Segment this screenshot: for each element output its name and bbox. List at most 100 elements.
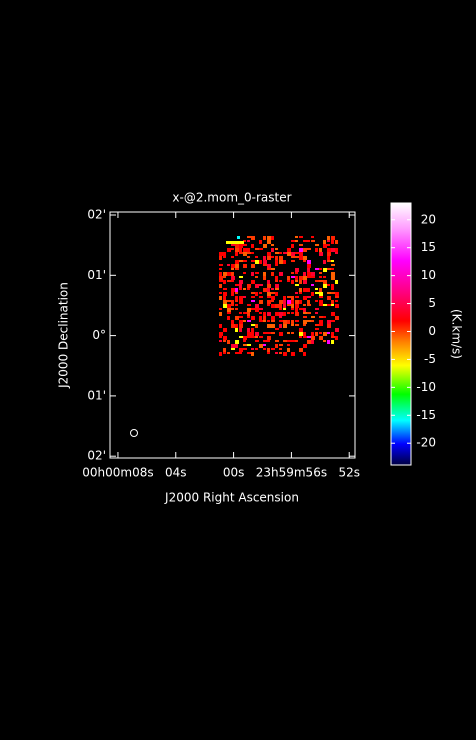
- raster-pixel: [239, 248, 242, 252]
- raster-pixel: [275, 260, 278, 264]
- raster-pixel: [319, 324, 323, 326]
- raster-pixel: [311, 336, 315, 340]
- raster-pixel: [295, 296, 299, 298]
- raster-pixel: [267, 336, 271, 340]
- raster-pixel: [243, 244, 247, 246]
- raster-pixel: [327, 332, 330, 334]
- raster-pixel: [251, 236, 255, 240]
- raster-pixel: [251, 292, 255, 294]
- raster-pixel: [287, 300, 291, 304]
- raster-pixel: [271, 296, 275, 300]
- raster-pixel: [255, 308, 259, 312]
- raster-pixel: [271, 268, 275, 270]
- raster-pixel: [315, 324, 319, 326]
- raster-pixel: [235, 292, 238, 294]
- raster-pixel: [219, 312, 222, 316]
- raster-pixel: [271, 236, 274, 240]
- y-tick-label: 01': [87, 268, 106, 282]
- raster-pixel: [231, 320, 234, 324]
- raster-pixel: [235, 296, 238, 300]
- raster-pixel: [259, 312, 262, 314]
- raster-pixel: [299, 244, 303, 246]
- raster-pixel: [243, 340, 246, 342]
- raster-pixel: [263, 256, 266, 260]
- colorbar-tick-label: -20: [416, 436, 436, 450]
- raster-pixel: [227, 272, 231, 276]
- raster-pixel: [239, 288, 242, 290]
- raster-pixel: [219, 332, 223, 336]
- raster-pixel: [295, 292, 298, 294]
- raster-pixel: [247, 316, 250, 318]
- raster-pixel: [331, 260, 334, 262]
- raster-pixel: [235, 300, 238, 302]
- raster-pixel: [275, 292, 278, 296]
- raster-pixel: [319, 288, 322, 292]
- raster-pixel: [239, 348, 243, 352]
- raster-pixel: [243, 296, 246, 298]
- raster-pixel: [255, 292, 258, 296]
- raster-pixel: [251, 264, 255, 268]
- raster-pixel: [239, 352, 242, 354]
- raster-pixel: [223, 328, 227, 332]
- raster-pixel: [263, 344, 266, 346]
- raster-pixel: [315, 312, 318, 314]
- raster-pixel: [275, 284, 279, 288]
- raster-pixel: [319, 300, 323, 304]
- raster-pixel: [263, 276, 266, 280]
- raster-pixel: [247, 248, 250, 252]
- y-tick-label: 02': [87, 449, 106, 463]
- raster-pixel: [303, 272, 306, 276]
- raster-pixel: [331, 340, 334, 344]
- raster-pixel: [331, 240, 334, 244]
- raster-pixel: [307, 300, 310, 304]
- raster-pixel: [219, 272, 222, 276]
- raster-pixel: [231, 276, 235, 280]
- raster-pixel: [315, 244, 319, 246]
- raster-pixel: [239, 320, 243, 324]
- raster-pixel: [239, 336, 243, 338]
- raster-pixel: [331, 288, 334, 290]
- raster-pixel: [267, 264, 271, 268]
- raster-pixel: [303, 260, 306, 262]
- raster-pixel: [263, 320, 266, 322]
- raster-pixel: [267, 320, 270, 322]
- raster-pixel: [279, 312, 283, 316]
- raster-pixel: [271, 272, 274, 276]
- raster-pixel: [247, 288, 250, 290]
- raster-pixel: [255, 348, 258, 350]
- raster-pixel: [291, 244, 294, 248]
- raster-pixel: [247, 328, 250, 332]
- raster-pixel: [243, 312, 247, 314]
- raster-pixel: [279, 348, 282, 350]
- raster-pixel: [255, 272, 259, 274]
- raster-pixel: [303, 296, 307, 300]
- raster-pixel: [307, 240, 310, 242]
- raster-pixel: [283, 308, 286, 310]
- raster-pixel: [235, 304, 238, 306]
- raster-pixel: [291, 260, 295, 262]
- raster-pixel: [259, 308, 263, 310]
- raster-pixel: [263, 244, 267, 248]
- raster-pixel: [279, 300, 283, 304]
- raster-pixel: [223, 336, 227, 340]
- raster-pixel: [227, 352, 230, 354]
- raster-pixel: [307, 320, 311, 322]
- raster-pixel: [223, 272, 227, 276]
- raster-pixel: [279, 344, 283, 346]
- raster-pixel: [247, 352, 251, 354]
- raster-pixel: [279, 316, 282, 318]
- raster-pixel: [243, 248, 247, 252]
- raster-pixel: [255, 284, 259, 288]
- raster-pixel: [235, 260, 239, 264]
- raster-pixel: [303, 248, 307, 252]
- raster-pixel: [235, 284, 239, 286]
- raster-pixel: [327, 252, 331, 256]
- raster-pixel: [251, 348, 254, 350]
- raster-pixel: [275, 252, 279, 254]
- raster-pixel: [323, 276, 326, 278]
- raster-pixel: [247, 344, 251, 346]
- raster-pixel: [267, 348, 270, 352]
- raster-pixel: [315, 248, 318, 252]
- raster-pixel: [295, 268, 299, 272]
